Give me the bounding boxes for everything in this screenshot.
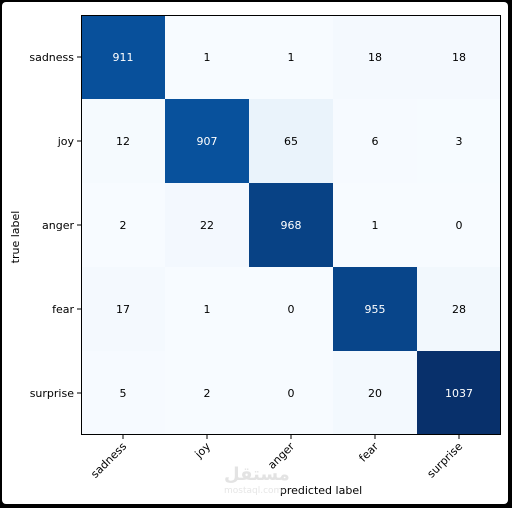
cell-value-label: 0	[456, 219, 463, 232]
heatmap-cell	[165, 15, 249, 99]
heatmap-cell	[81, 351, 165, 435]
heatmap-cell	[333, 351, 417, 435]
cell-value-label: 1	[204, 51, 211, 64]
heatmap-cell	[333, 183, 417, 267]
heatmap-cell	[165, 267, 249, 351]
cell-value-label: 0	[288, 387, 295, 400]
heatmap-cells	[81, 15, 501, 435]
cell-value-label: 18	[368, 51, 382, 64]
heatmap-cell	[333, 267, 417, 351]
cell-value-label: 28	[452, 303, 466, 316]
cell-value-label: 911	[113, 51, 134, 64]
cell-value-label: 5	[120, 387, 127, 400]
x-tick-label: fear	[356, 440, 381, 465]
x-tick-label: joy	[192, 440, 214, 462]
cell-value-label: 0	[288, 303, 295, 316]
y-tick-label: surprise	[30, 387, 75, 400]
y-tick-label: sadness	[29, 51, 74, 64]
cell-value-label: 1	[288, 51, 295, 64]
cell-value-label: 20	[368, 387, 382, 400]
cell-value-label: 17	[116, 303, 130, 316]
cell-value-label: 22	[200, 219, 214, 232]
y-tick-label: anger	[42, 219, 74, 232]
cell-value-label: 968	[281, 219, 302, 232]
heatmap-cell	[165, 183, 249, 267]
cell-value-label: 1	[204, 303, 211, 316]
heatmap-cell	[81, 99, 165, 183]
cell-value-label: 6	[372, 135, 379, 148]
cell-value-label: 3	[456, 135, 463, 148]
heatmap-cell	[417, 99, 501, 183]
x-tick-label: surprise	[425, 440, 466, 481]
cell-value-label: 2	[204, 387, 211, 400]
watermark-url: mostaql.com	[224, 486, 283, 496]
heatmap-cell	[417, 267, 501, 351]
heatmap-cell	[165, 99, 249, 183]
heatmap-cell	[81, 15, 165, 99]
cell-value-label: 12	[116, 135, 130, 148]
heatmap-cell	[417, 183, 501, 267]
heatmap-cell	[249, 267, 333, 351]
y-tick-label: joy	[57, 135, 75, 148]
cell-value-label: 955	[365, 303, 386, 316]
cell-value-label: 1037	[445, 387, 473, 400]
heatmap-cell	[249, 351, 333, 435]
heatmap-cell	[81, 267, 165, 351]
heatmap-cell	[249, 99, 333, 183]
figure-frame: 911 1 1 18 18 12 907 65 6 3 2 22 968 1 0 17 1 0 955 28 5 2 0 20…	[2, 2, 508, 504]
watermark-logo: مستقل	[224, 464, 290, 485]
heatmap-cell	[417, 351, 501, 435]
cell-value-label: 1	[372, 219, 379, 232]
heatmap-cell	[165, 351, 249, 435]
heatmap-cell	[333, 99, 417, 183]
heatmap-cell	[249, 15, 333, 99]
heatmap-cell	[249, 183, 333, 267]
cell-value-label: 2	[120, 219, 127, 232]
heatmap-cell	[417, 15, 501, 99]
y-axis-ticks: sadness joy anger fear surprise	[29, 51, 81, 400]
plot-border	[81, 15, 501, 435]
heatmap-cell	[333, 15, 417, 99]
heatmap-cell	[81, 183, 165, 267]
cell-value-label: 65	[284, 135, 298, 148]
cell-value-label: 18	[452, 51, 466, 64]
cell-value-label: 907	[197, 135, 218, 148]
y-axis-label: true label	[9, 211, 22, 264]
y-tick-label: fear	[52, 303, 74, 316]
x-axis-label: predicted label	[280, 484, 362, 497]
x-tick-label: sadness	[88, 440, 129, 481]
